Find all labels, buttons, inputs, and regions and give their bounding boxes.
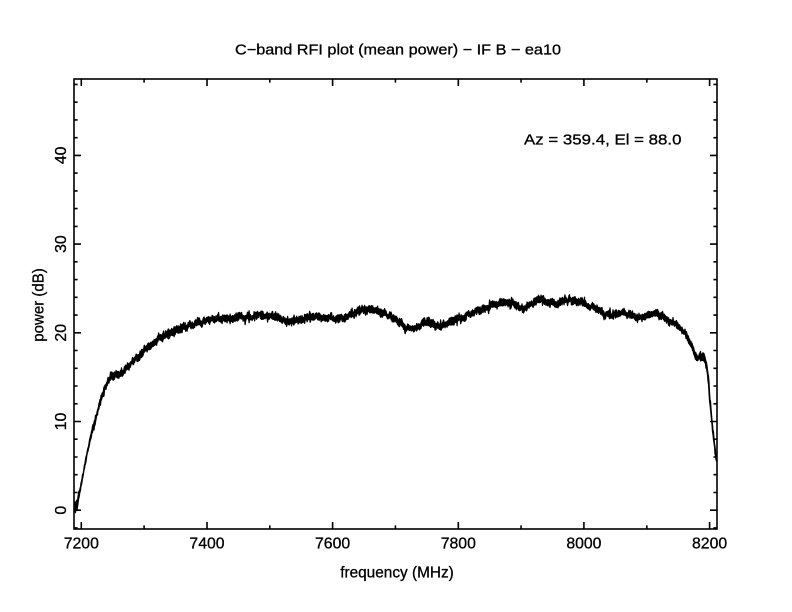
svg-text:8200: 8200 xyxy=(692,535,727,552)
svg-text:40: 40 xyxy=(53,146,70,164)
svg-text:8000: 8000 xyxy=(566,535,601,552)
svg-text:7600: 7600 xyxy=(315,535,350,552)
svg-text:7800: 7800 xyxy=(441,535,476,552)
svg-text:30: 30 xyxy=(53,235,70,253)
svg-text:7200: 7200 xyxy=(64,535,99,552)
svg-text:power (dB): power (dB) xyxy=(31,268,48,341)
svg-text:Az = 359.4, El = 88.0: Az = 359.4, El = 88.0 xyxy=(524,133,682,149)
svg-text:7400: 7400 xyxy=(189,535,224,552)
svg-text:frequency (MHz): frequency (MHz) xyxy=(340,565,454,582)
svg-text:C−band RFI plot (mean power) −: C−band RFI plot (mean power) − IF B − ea… xyxy=(235,43,561,59)
svg-text:0: 0 xyxy=(53,506,70,515)
svg-text:20: 20 xyxy=(53,324,70,342)
svg-text:10: 10 xyxy=(53,413,70,431)
